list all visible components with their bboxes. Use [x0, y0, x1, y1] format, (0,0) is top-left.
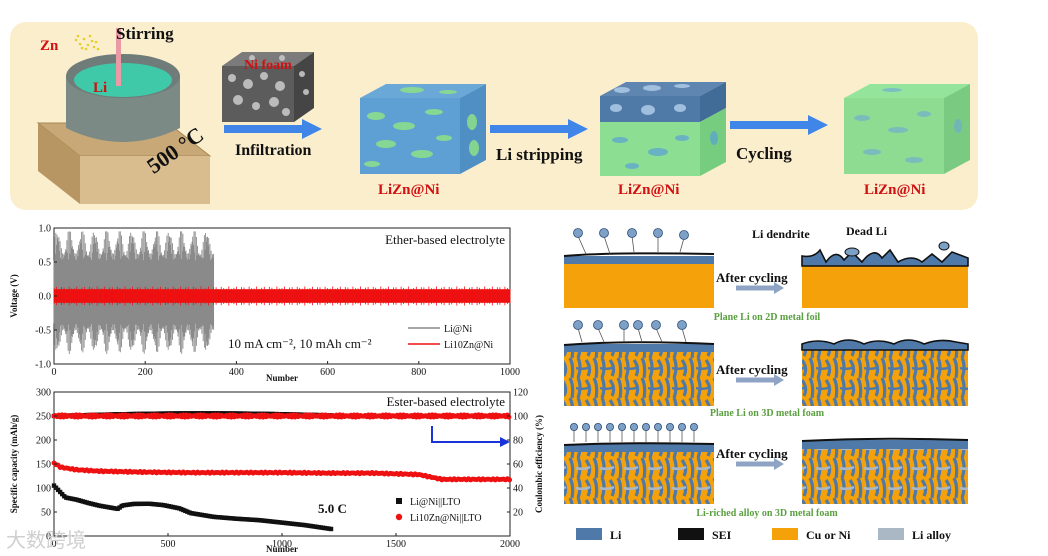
capacity-chart: 0 500 1000 1500 2000300250200150100500120100…	[9, 388, 544, 555]
legend-label-sei: SEI	[712, 528, 732, 542]
watermark-text: 大数跨境	[6, 528, 86, 552]
voltage-chart: 0 200 400 600 800 1000 1.0 0.5 0.0 -0.5 -1.0 Volta…	[9, 224, 520, 384]
lizn-cube-3	[844, 84, 970, 174]
li-label: Li	[93, 80, 108, 96]
lizn-cube-1	[360, 84, 486, 174]
legend-li10zn-ni-lto: Li10Zn@Ni||LTO	[410, 513, 482, 524]
caption-3d-foam: Plane Li on 3D metal foam	[710, 408, 825, 419]
dead-li-label: Dead Li	[846, 224, 888, 238]
ni-foam-cube	[222, 52, 314, 122]
zn-label: Zn	[40, 38, 59, 54]
x-tick-label: 1500	[386, 539, 406, 550]
schematic-panel: Li dendrite Dead Li After cycling Plane …	[563, 224, 969, 542]
arrow-icon	[490, 119, 588, 139]
row-2d-foil-after	[801, 241, 969, 308]
row-3d-foam-before	[563, 320, 715, 406]
after-cycling-1: After cycling	[716, 270, 788, 285]
voltage-title: Ether-based electrolyte	[385, 232, 505, 247]
right-axis-arrow	[431, 426, 500, 443]
step2-label: Li stripping	[496, 145, 583, 164]
capacity-annotation: 5.0 C	[318, 501, 347, 516]
y-tick-label: -1.0	[35, 360, 51, 371]
x-tick-label: 600	[320, 367, 335, 378]
arrow-head-icon	[500, 437, 510, 447]
voltage-ylabel: Voltage (V)	[9, 274, 19, 317]
series-li-ni-lto	[51, 483, 334, 532]
stirring-label: Stirring	[116, 24, 174, 43]
y-tick-label: 150	[36, 460, 51, 471]
row-alloy-foam-after	[801, 437, 969, 504]
y-tick-label: 250	[36, 412, 51, 423]
caption-2d-foil: Plane Li on 2D metal foil	[714, 312, 821, 323]
y-tick-label: 100	[36, 484, 51, 495]
lizn-cube-2	[600, 82, 726, 176]
y2-tick-label: 100	[513, 412, 528, 423]
row2-arrow-head-icon	[774, 374, 784, 386]
data-point	[328, 526, 334, 532]
voltage-annotation: 10 mA cm⁻², 10 mAh cm⁻²	[228, 336, 372, 351]
x-tick-label: 400	[229, 367, 244, 378]
row-alloy-foam-before	[563, 422, 715, 504]
capacity-xlabel: Number	[266, 544, 298, 554]
legend-label-li: Li	[610, 528, 622, 542]
x-tick-label: 1000	[272, 539, 292, 550]
legend-label-li-alloy: Li alloy	[912, 528, 951, 542]
row-2d-foil-before	[563, 228, 715, 308]
x-tick-label: 0	[52, 367, 57, 378]
result3-label: LiZn@Ni	[864, 182, 926, 198]
y-tick-label: 0	[46, 532, 51, 543]
row-3d-foam-after	[801, 339, 969, 406]
step1-label: Infiltration	[235, 142, 312, 159]
result2-label: LiZn@Ni	[618, 182, 680, 198]
caption-alloy-foam: Li-riched alloy on 3D metal foam	[696, 508, 838, 519]
legend-label-cu-ni: Cu or Ni	[806, 528, 851, 542]
y-tick-label: 300	[36, 388, 51, 399]
legend-swatch-cu-ni	[772, 528, 798, 540]
legend-li10zn-ni: Li10Zn@Ni	[444, 340, 493, 351]
y-tick-label: 0.5	[39, 258, 52, 269]
series-li10zn-ni-lto-ce	[51, 412, 512, 420]
row1-arrow-head-icon	[774, 282, 784, 294]
result1-label: LiZn@Ni	[378, 182, 440, 198]
x-tick-label: 500	[161, 539, 176, 550]
after-cycling-2: After cycling	[716, 362, 788, 377]
step3-label: Cycling	[736, 144, 792, 163]
li-dendrite-label: Li dendrite	[752, 227, 810, 241]
legend-li-ni: Li@Ni	[444, 324, 472, 335]
data-point	[506, 414, 512, 420]
y-tick-label: 1.0	[39, 224, 52, 235]
legend-swatch-li-alloy	[878, 528, 904, 540]
data-point	[507, 477, 513, 483]
y-tick-label: 200	[36, 436, 51, 447]
x-tick-label: 2000	[500, 539, 520, 550]
legend-marker-li10zn-ni-lto	[395, 513, 403, 521]
legend-li-ni-lto: Li@Ni||LTO	[410, 497, 460, 508]
x-tick-label: 800	[411, 367, 426, 378]
voltage-xlabel: Number	[266, 373, 298, 383]
y2-tick-label: 40	[513, 484, 523, 495]
arrow-icon	[730, 115, 828, 135]
arrow-icon	[224, 119, 322, 139]
x-tick-label: 0	[52, 539, 57, 550]
efficiency-ylabel: Coulombic efficiency (%)	[534, 415, 544, 513]
crucible-illustration	[36, 28, 212, 204]
ni-foam-label: Ni foam	[244, 58, 292, 73]
row3-arrow-head-icon	[774, 458, 784, 470]
capacity-title: Ester-based electrolyte	[387, 394, 506, 409]
legend-marker-li-ni-lto	[396, 498, 402, 504]
legend-swatch-li	[576, 528, 602, 540]
x-tick-label: 200	[138, 367, 153, 378]
y-tick-label: 0.0	[39, 292, 52, 303]
y-tick-label: -0.5	[35, 326, 51, 337]
series-li10zn-ni-jitter	[53, 286, 511, 306]
y2-tick-label: 80	[513, 436, 523, 447]
x-tick-label: 1000	[500, 367, 520, 378]
y2-tick-label: 20	[513, 508, 523, 519]
after-cycling-3: After cycling	[716, 446, 788, 461]
y2-tick-label: 60	[513, 460, 523, 471]
y2-tick-label: 120	[513, 388, 528, 399]
capacity-ylabel: Specific capacity (mAh/g)	[9, 415, 19, 513]
y-tick-label: 50	[41, 508, 51, 519]
legend-swatch-sei	[678, 528, 704, 540]
